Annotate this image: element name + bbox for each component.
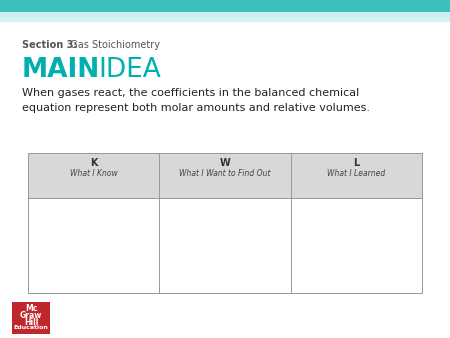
Bar [28, 153, 422, 198]
Text: What I Learned: What I Learned [327, 169, 386, 178]
Text: When gases react, the coefficients in the balanced chemical: When gases react, the coefficients in th… [22, 88, 359, 98]
Text: Education: Education [14, 325, 49, 330]
Bar [0, 0, 450, 12]
Text: Gas Stoichiometry: Gas Stoichiometry [64, 40, 160, 50]
Text: Mc: Mc [25, 304, 37, 313]
Bar [12, 302, 50, 334]
Text: MAIN: MAIN [22, 57, 100, 83]
Text: K: K [90, 158, 97, 168]
Text: equation represent both molar amounts and relative volumes.: equation represent both molar amounts an… [22, 103, 370, 113]
Text: W: W [220, 158, 230, 168]
Text: L: L [353, 158, 360, 168]
Bar [0, 12, 450, 22]
Text: Graw: Graw [20, 311, 42, 320]
Text: What I Want to Find Out: What I Want to Find Out [179, 169, 271, 178]
Text: IDEA: IDEA [98, 57, 161, 83]
Text: Section 3:: Section 3: [22, 40, 77, 50]
Text: What I Know: What I Know [70, 169, 117, 178]
Bar [28, 198, 422, 293]
Text: Hill: Hill [24, 318, 38, 327]
Bar [0, 17, 450, 22]
